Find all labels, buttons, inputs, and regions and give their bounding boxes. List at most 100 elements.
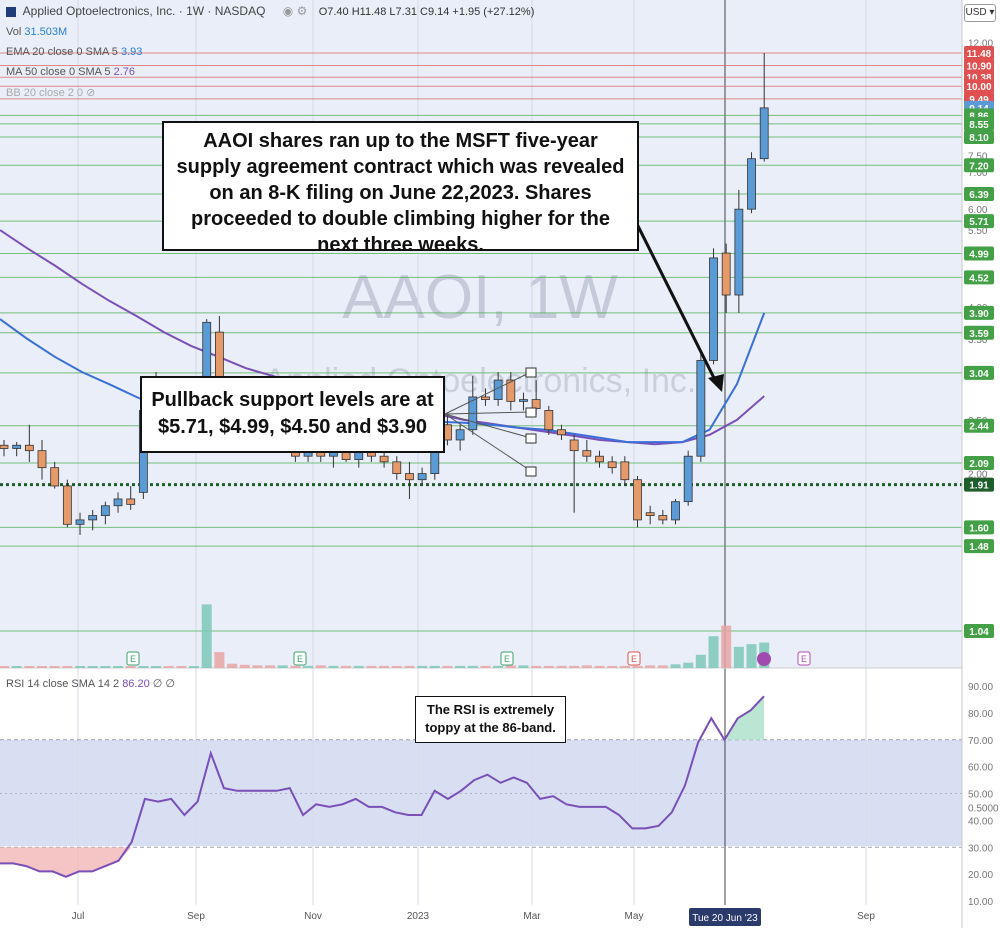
volume-bar	[24, 666, 35, 668]
visibility-icon[interactable]: ◉ ⚙	[282, 4, 308, 18]
price-level-value: 7.20	[969, 161, 989, 172]
crosshair-date-label: Tue 20 Jun '23	[692, 913, 758, 924]
ema-legend[interactable]: EMA 20 close 0 SMA 5 3.93	[6, 46, 142, 58]
price-level-value: 3.90	[969, 309, 989, 320]
bb-legend[interactable]: BB 20 close 2 0 ⊘	[6, 86, 95, 99]
rsi-legend-value: 86.20	[122, 678, 150, 690]
volume-bar	[695, 654, 706, 668]
earnings-marker-letter: E	[504, 654, 510, 664]
earnings-marker-icon	[293, 651, 307, 666]
rsi-tick-label: 50.00	[968, 790, 993, 801]
price-level-value: 6.39	[969, 190, 989, 201]
candle-body	[582, 450, 592, 457]
rsi-tick-label: 40.00	[968, 816, 993, 827]
earnings-marker-letter: E	[297, 654, 303, 664]
volume-bar	[607, 665, 618, 668]
candle-body	[645, 512, 655, 516]
candle-body	[759, 107, 769, 160]
rsi-oversold-fill	[0, 847, 132, 877]
time-axis-label: May	[625, 911, 644, 922]
volume-bar	[619, 665, 630, 668]
bb-legend-label: BB 20 close 2 0	[6, 87, 84, 99]
rsi-tick-label: 70.00	[968, 736, 993, 747]
earnings-marker-letter: E	[130, 654, 136, 664]
rsi-legend[interactable]: RSI 14 close SMA 14 2 86.20 ∅ ∅	[6, 677, 175, 690]
candle-body	[24, 444, 34, 452]
volume-bar	[581, 665, 592, 668]
candle-body	[481, 396, 490, 400]
ma-legend[interactable]: MA 50 close 0 SMA 5 2.76	[6, 66, 135, 78]
volume-legend-value: 31.503M	[24, 26, 68, 38]
price-level-tag	[964, 46, 994, 60]
volume-bar	[683, 662, 694, 668]
price-tick-label: 3.50	[968, 335, 988, 346]
volume-bar	[214, 652, 225, 668]
candle-body	[519, 399, 528, 402]
ma-legend-label: MA 50 close 0 SMA 5	[6, 66, 111, 78]
volume-bar	[429, 665, 440, 668]
rsi-tick-label: 90.00	[968, 682, 993, 693]
candle-body	[62, 485, 72, 525]
price-level-tag	[964, 214, 994, 229]
candle-body	[100, 505, 110, 516]
price-level-tag	[964, 520, 994, 535]
candle-body	[595, 455, 604, 463]
volume-bar	[391, 665, 402, 668]
rsi-tick-label: 10.00	[968, 897, 993, 908]
volume-bar	[594, 665, 605, 668]
support-pointer-line	[444, 413, 532, 472]
volume-bar	[290, 665, 301, 668]
rsi-tick-label: 80.00	[968, 709, 993, 720]
volume-legend-label: Vol	[6, 26, 22, 38]
candle-body	[75, 519, 85, 525]
volume-bar	[632, 665, 643, 668]
volume-bar	[353, 665, 364, 668]
crosshair-date-tag	[689, 908, 761, 926]
volume-bar	[100, 666, 111, 668]
time-axis-label: Jul	[72, 911, 85, 922]
rsi-legend-extra: ∅ ∅	[152, 678, 176, 690]
annotation-support-callout: Pullback support levels are at $5.71, $4…	[140, 376, 445, 453]
candle-body	[569, 439, 579, 452]
currency-button[interactable]: USD ▾	[964, 4, 996, 22]
currency-label: USD	[965, 7, 987, 18]
volume-bar	[480, 665, 491, 668]
price-tick-label: 7.00	[968, 168, 988, 179]
price-level-value: 8.86	[969, 111, 989, 122]
price-level-tag	[964, 365, 994, 380]
earnings-marker-letter: E	[631, 654, 637, 664]
candle-body	[658, 515, 668, 521]
support-pointer-handle	[525, 407, 537, 418]
hidden-eye-icon[interactable]: ⊘	[86, 87, 96, 99]
volume-bar	[569, 665, 580, 668]
time-axis-label: Nov	[304, 911, 322, 922]
rsi-tick-label: 20.00	[968, 870, 993, 881]
volume-bar	[227, 663, 238, 668]
rsi-pane	[0, 695, 962, 878]
price-level-tag	[964, 158, 994, 173]
volume-bar	[505, 665, 516, 668]
annotation-main-callout: AAOI shares ran up to the MSFT five-year…	[162, 121, 639, 256]
price-level-tag	[964, 477, 994, 492]
price-level-value: 11.48	[967, 49, 992, 60]
support-pointer-line	[444, 413, 532, 439]
price-level-value: 3.59	[969, 329, 989, 340]
candle-body	[126, 498, 136, 505]
volume-legend[interactable]: Vol 31.503M	[6, 26, 67, 38]
symbol-title[interactable]: Applied Optoelectronics, Inc. · 1W · NAS…	[22, 4, 266, 18]
price-level-tag	[964, 187, 994, 202]
candle-body	[455, 429, 465, 441]
candle-body	[392, 461, 402, 475]
rsi-tick-label: 30.00	[968, 843, 993, 854]
volume-bar	[417, 665, 428, 668]
volume-bar	[138, 666, 149, 668]
price-axis: 12.0011.0010.5010.009.508.508.007.507.00…	[961, 0, 999, 928]
volume-bar	[75, 666, 86, 668]
volume-bar	[455, 665, 466, 668]
rsi-tick-label: 60.00	[968, 763, 993, 774]
price-tick-label: 0.5000	[968, 803, 999, 814]
volume-bar	[176, 666, 187, 668]
candle-body	[379, 455, 389, 463]
volume-bar	[733, 646, 744, 668]
